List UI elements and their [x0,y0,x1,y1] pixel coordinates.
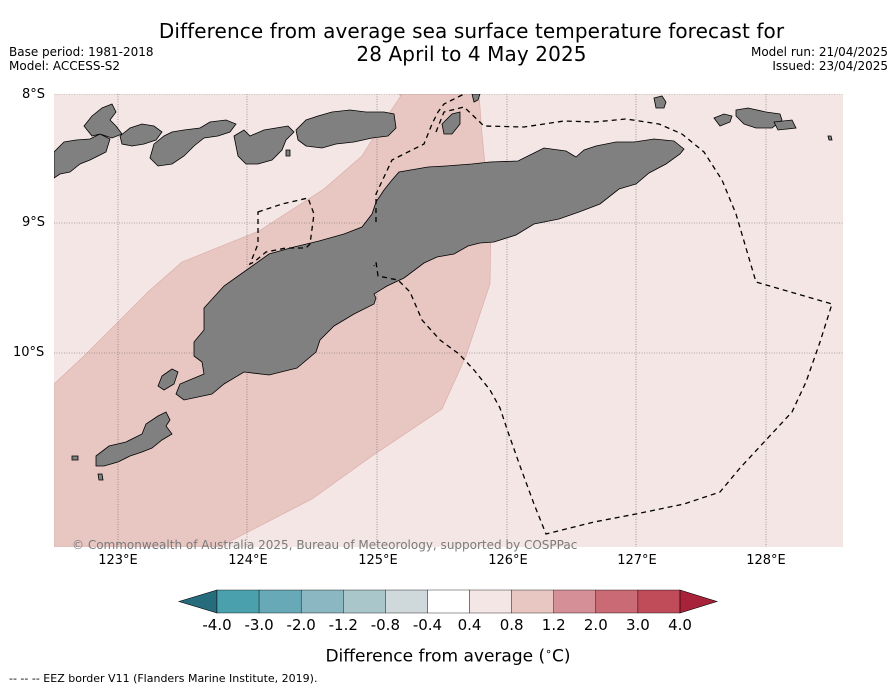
solor-island [83,103,123,139]
colorbar-segment [385,589,428,614]
lat-label-9s: 9°S [22,215,46,230]
model-run: Model run: 21/04/2025 [750,45,888,59]
colorbar-segment [216,589,260,614]
colorbar-label: Difference from average (∘C) [0,642,896,667]
eez-oecusse [248,197,315,266]
eez-legend-note: -- -- -- EEZ border V11 (Flanders Marine… [9,672,318,685]
flores-east [54,133,111,179]
leti-island [713,113,733,127]
pantar-island [233,125,295,165]
kisar-island [653,95,667,109]
lon-label-123e: 123°E [98,553,138,568]
adonara-island [119,123,163,147]
colorbar-tick-label: -2.0 [286,616,316,634]
colorbar-tick-label: 2.0 [583,616,608,634]
title-line-2: 28 April to 4 May 2025 [356,42,587,66]
timor-island [175,138,685,401]
lon-label-128e: 128°E [746,553,786,568]
colorbar-extend-high [679,589,719,614]
rote-island [95,411,173,467]
colorbar-segment [511,589,554,614]
alor-west-islet [285,149,291,157]
colorbar-tick-label: 1.2 [541,616,566,634]
luang-islet [827,135,833,141]
colorbar-segment [469,589,512,614]
colorbar-tick-label: -0.4 [412,616,443,634]
lembata-island [149,119,237,167]
colorbar-tick-label: -4.0 [202,616,232,634]
lon-label-126e: 126°E [488,553,528,568]
colorbar-tick-label: 0.4 [457,616,482,634]
colorbar [177,589,719,614]
alor-island [295,109,397,149]
eez-border [248,94,833,535]
colorbar-ticks: -4.0 -3.0 -2.0 -1.2 -0.8 -0.4 0.4 0.8 1.2 2.0 3.0 4… [0,616,896,634]
colorbar-tick-label: -3.0 [244,616,274,634]
eez-timor-leste [373,106,833,535]
lon-label-125e: 125°E [358,553,398,568]
colorbar-segment [553,589,597,614]
ndana-islet [97,473,104,481]
colorbar-segment [427,589,470,614]
colorbar-tick-label: -1.2 [328,616,358,634]
colorbar-segment [258,589,302,614]
colorbar-tick-label: 0.8 [499,616,524,634]
lat-label-8s: 8°S [22,87,46,102]
colorbar-tick-label: 3.0 [625,616,650,634]
colorbar-label-prefix: Difference from average ( [325,646,546,667]
model-name: Model: ACCESS-S2 [9,59,121,73]
map-svg [54,94,843,547]
colorbar-extend-low [177,589,218,614]
colorbar-segment [637,589,681,614]
land-masses [54,94,833,481]
degree-symbol: ∘ [545,645,552,658]
meta-left: Base period: 1981-2018 Model: ACCESS-S2 [9,45,154,73]
colorbar-segment [300,589,344,614]
map-area[interactable] [54,94,843,547]
colorbar-tick-label: 4.0 [668,616,692,634]
meta-right: Model run: 21/04/2025 Issued: 23/04/2025 [751,45,888,73]
colorbar-segment [343,589,386,614]
lon-label-124e: 124°E [228,553,268,568]
lakor-island [773,119,797,131]
wetar-north-islet [471,94,481,103]
semau-island [157,368,179,391]
ndao-islet [71,455,79,461]
colorbar-tick-label: -0.8 [370,616,400,634]
eez-atauro [375,94,465,222]
title-line-1: Difference from average sea surface temp… [158,19,785,43]
lon-label-127e: 127°E [617,553,657,568]
chart-title: Difference from average sea surface temp… [0,20,896,66]
copyright-notice: © Commonwealth of Australia 2025, Bureau… [72,538,578,552]
atauro-island [441,111,461,135]
colorbar-label-unit: C) [552,646,571,667]
colorbar-segment [595,589,639,614]
issued-date: Issued: 23/04/2025 [772,59,888,73]
lat-label-10s: 10°S [13,345,45,360]
base-period: Base period: 1981-2018 [9,45,154,59]
graticule [54,94,843,547]
